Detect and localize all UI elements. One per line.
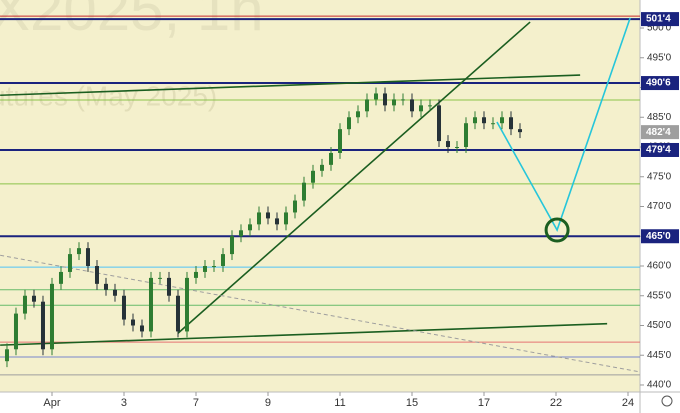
y-tick-label: 495'0 bbox=[647, 52, 672, 63]
candle-body bbox=[401, 99, 406, 101]
y-tick-label: 460'0 bbox=[647, 261, 672, 272]
candle-body bbox=[365, 99, 370, 112]
candle-body bbox=[94, 265, 99, 284]
candle-body bbox=[220, 254, 225, 266]
price-label: 490'6 bbox=[646, 78, 671, 89]
candle-body bbox=[229, 236, 234, 255]
price-label-box bbox=[641, 125, 679, 140]
candle-body bbox=[139, 325, 144, 332]
trend-line bbox=[0, 254, 640, 373]
candle-body bbox=[166, 277, 171, 296]
candle-body bbox=[464, 123, 469, 148]
candle-body bbox=[419, 105, 424, 112]
x-tick-label: Apr bbox=[43, 397, 60, 409]
candle-body bbox=[274, 218, 279, 225]
y-tick-label: 450'0 bbox=[647, 320, 672, 331]
x-tick-label: 9 bbox=[265, 397, 271, 409]
candle-body bbox=[247, 224, 252, 231]
price-label: 501'4 bbox=[646, 14, 671, 25]
x-tick-label: 24 bbox=[622, 397, 634, 409]
candle-body bbox=[184, 277, 189, 332]
candle-body bbox=[103, 283, 108, 290]
price-label: 479'4 bbox=[646, 145, 671, 156]
watermark-subtitle: utures (May 2025) bbox=[0, 80, 217, 111]
candle-body bbox=[310, 170, 315, 183]
candle-body bbox=[455, 147, 460, 149]
x-tick-label: 22 bbox=[550, 397, 562, 409]
candle-body bbox=[328, 152, 333, 165]
candle-body bbox=[193, 271, 198, 278]
candle-body bbox=[148, 277, 153, 332]
price-label-box bbox=[641, 76, 679, 91]
candle-body bbox=[22, 295, 27, 314]
candle-body bbox=[130, 319, 135, 326]
candle-body bbox=[13, 313, 18, 350]
price-label-box bbox=[641, 12, 679, 27]
candle-body bbox=[85, 248, 90, 266]
price-axis bbox=[640, 0, 680, 413]
y-tick-label: 455'0 bbox=[647, 290, 672, 301]
candle-body bbox=[410, 99, 415, 112]
candle-body bbox=[491, 123, 496, 125]
candle-body bbox=[211, 265, 216, 267]
candle-body bbox=[337, 129, 342, 153]
x-tick-label: 17 bbox=[478, 397, 490, 409]
candle-body bbox=[283, 212, 288, 225]
time-axis bbox=[0, 392, 640, 413]
candle-body bbox=[383, 93, 388, 106]
candle-body bbox=[446, 141, 451, 148]
candle-body bbox=[500, 117, 505, 124]
settings-icon[interactable] bbox=[661, 395, 673, 407]
candle-body bbox=[346, 117, 351, 130]
candle-body bbox=[437, 105, 442, 142]
trend-line bbox=[0, 74, 581, 97]
candle-body bbox=[112, 289, 117, 296]
candle-body bbox=[76, 248, 81, 255]
candle-body bbox=[292, 200, 297, 213]
x-tick-label: 11 bbox=[334, 397, 345, 409]
candle-body bbox=[374, 93, 379, 100]
candle-body bbox=[202, 265, 207, 272]
candle-body bbox=[238, 230, 243, 237]
watermark: X2025, 1h bbox=[0, 0, 264, 43]
candle-body bbox=[175, 295, 180, 332]
candle-body bbox=[428, 105, 433, 107]
candle-body bbox=[265, 212, 270, 219]
y-tick-label: 475'0 bbox=[647, 171, 672, 182]
price-label: 482'4 bbox=[646, 127, 671, 138]
x-tick-label: 3 bbox=[121, 397, 127, 409]
candle-body bbox=[40, 301, 45, 350]
candle-body bbox=[157, 277, 162, 279]
y-tick-label: 485'0 bbox=[647, 112, 672, 123]
trend-line bbox=[496, 17, 631, 232]
y-tick-label: 440'0 bbox=[647, 380, 672, 391]
price-label-box bbox=[641, 142, 679, 157]
candle-body bbox=[482, 117, 487, 124]
trend-line bbox=[177, 21, 531, 334]
candle-body bbox=[256, 212, 261, 225]
price-label-box bbox=[641, 229, 679, 244]
candle-body bbox=[49, 283, 54, 350]
candle-body bbox=[4, 349, 9, 362]
x-tick-label: 7 bbox=[193, 397, 199, 409]
candle-body bbox=[392, 99, 397, 106]
candle-body bbox=[355, 111, 360, 118]
candle-body bbox=[121, 295, 126, 320]
candle-body bbox=[67, 254, 72, 272]
candle-body bbox=[518, 129, 523, 133]
candle-body bbox=[509, 117, 514, 130]
y-tick-label: 500'0 bbox=[647, 23, 672, 34]
y-tick-label: 470'0 bbox=[647, 201, 672, 212]
x-tick-label: 15 bbox=[406, 397, 418, 409]
candle-body bbox=[473, 117, 478, 124]
candle-body bbox=[301, 182, 306, 201]
y-tick-label: 445'0 bbox=[647, 350, 672, 361]
price-label: 465'0 bbox=[646, 231, 671, 242]
trend-line bbox=[0, 322, 608, 346]
candle-body bbox=[31, 295, 36, 302]
candle-body bbox=[319, 164, 324, 171]
candle-body bbox=[58, 271, 63, 284]
target-circle bbox=[544, 217, 570, 243]
